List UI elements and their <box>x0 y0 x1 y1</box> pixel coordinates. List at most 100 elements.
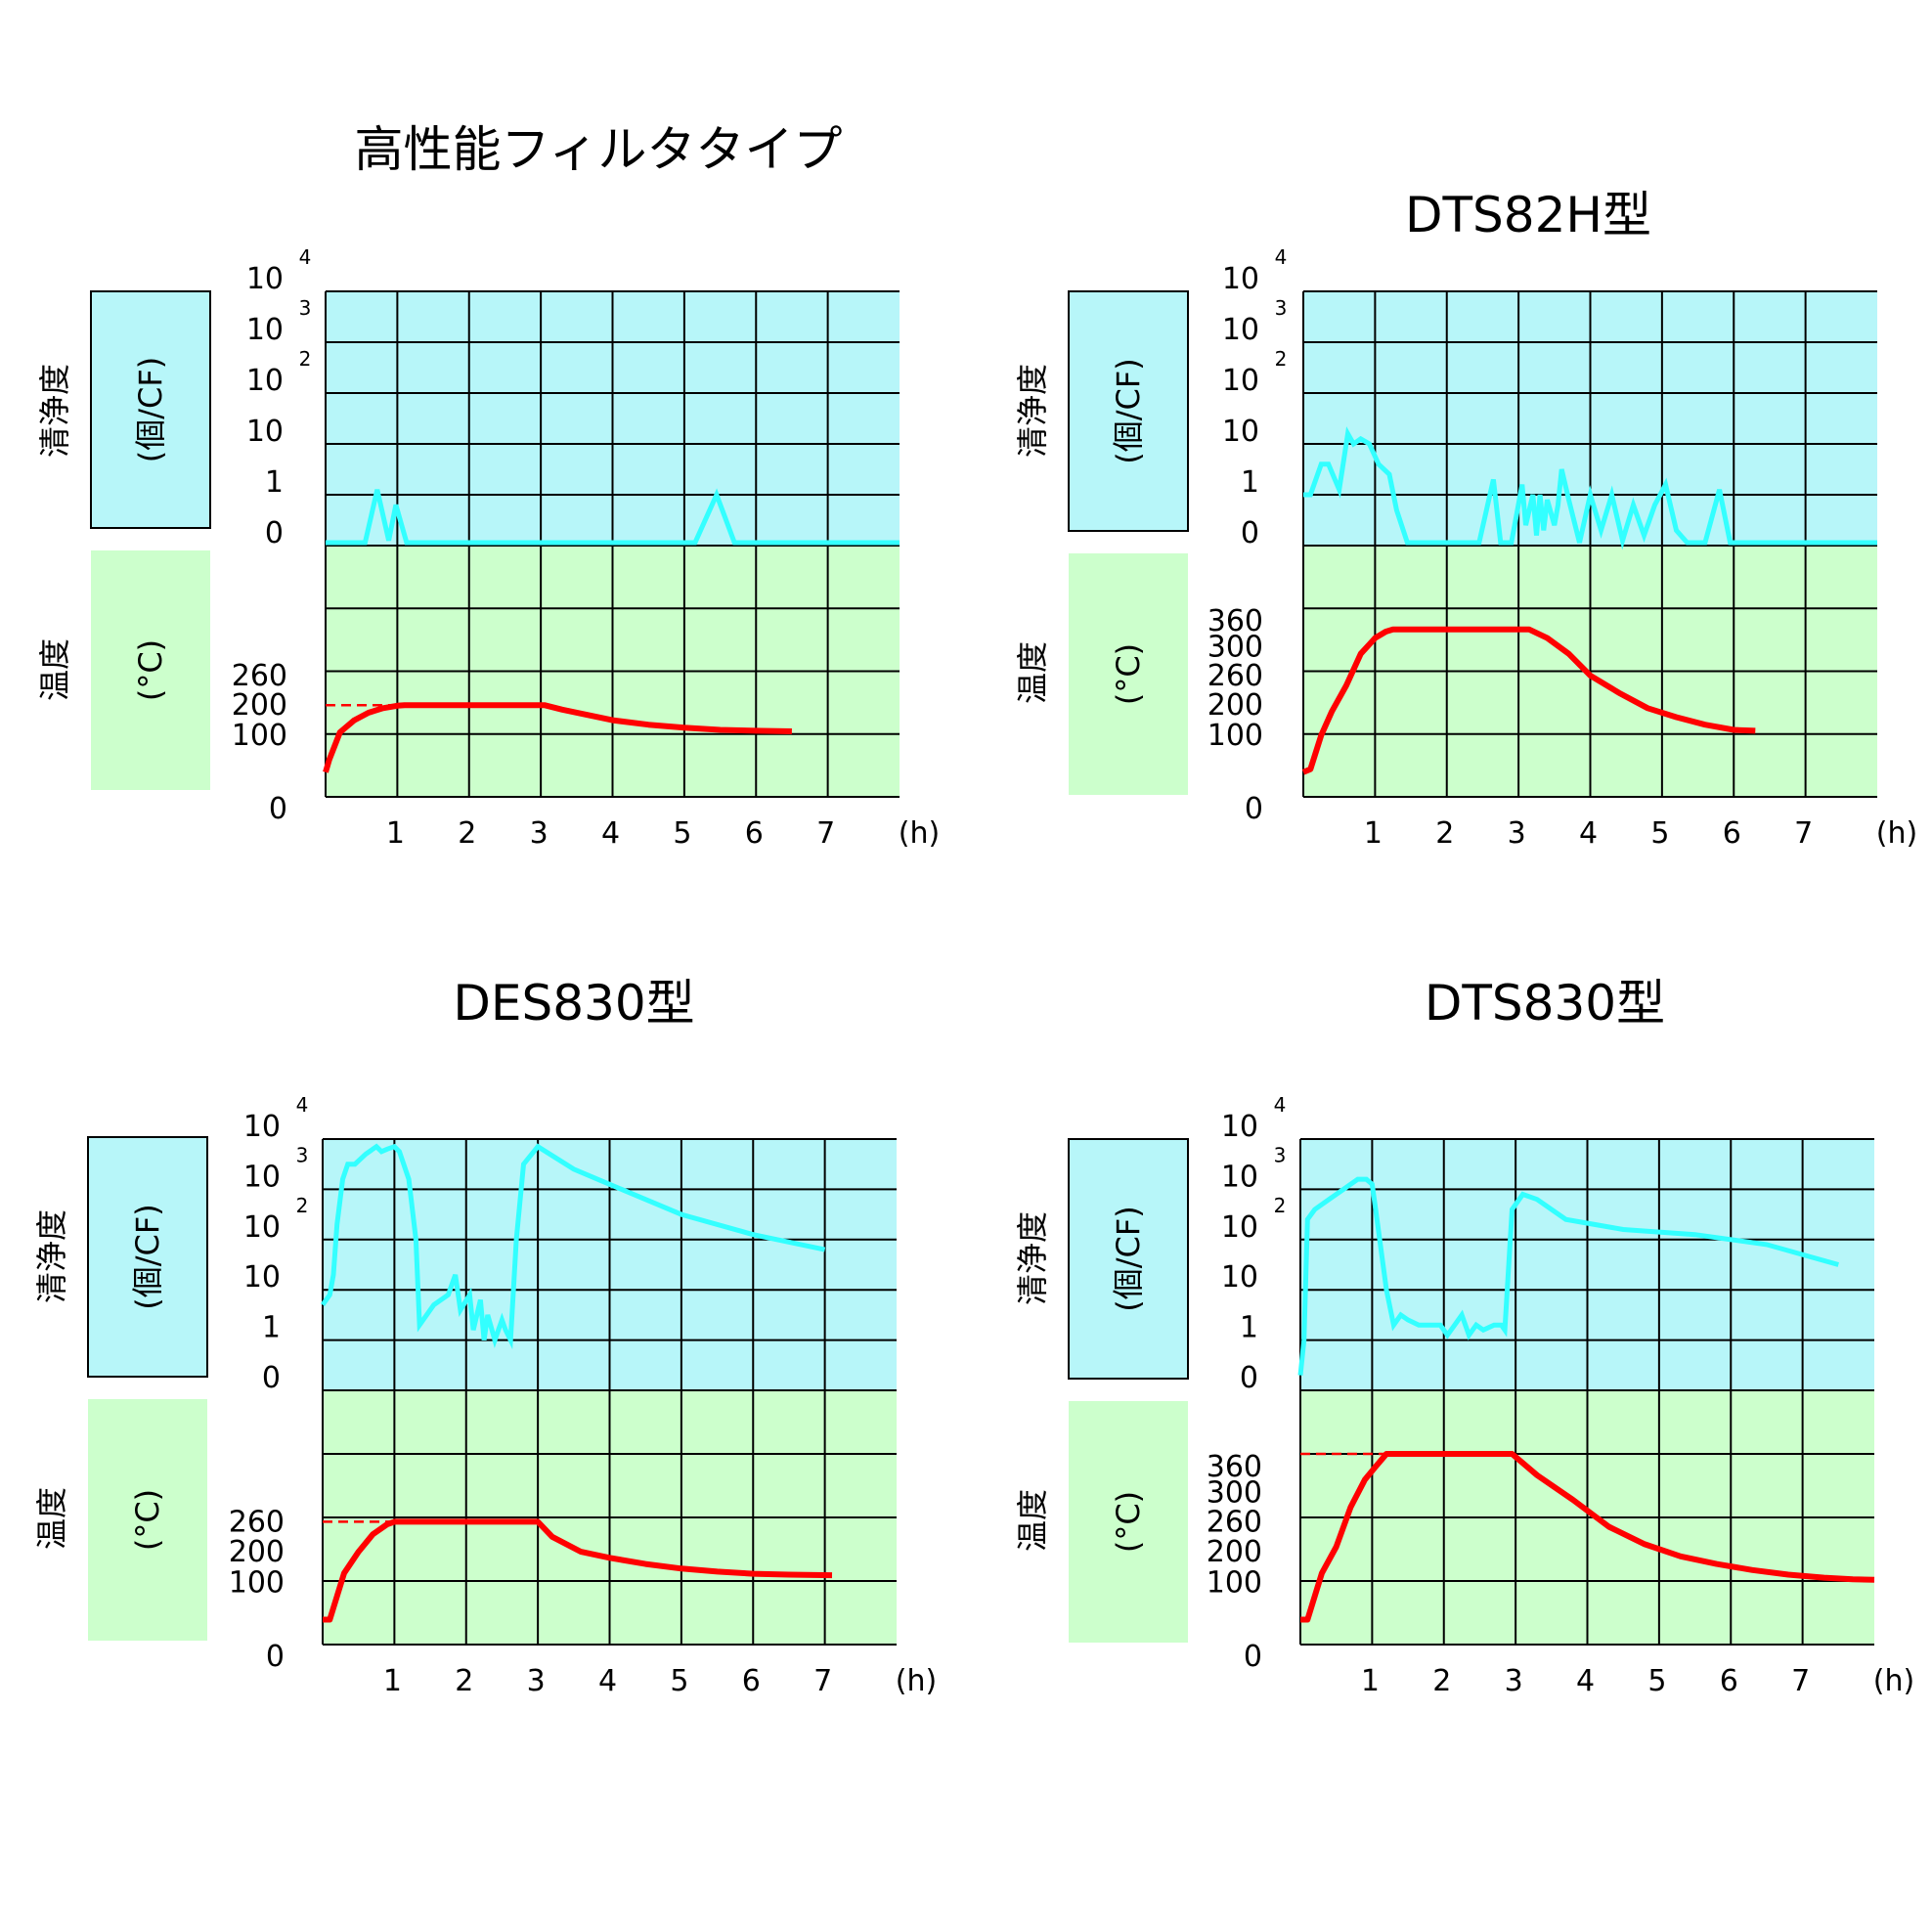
x-tick-label: 3 <box>1508 816 1526 851</box>
cleanliness-tick-exponent: 3 <box>296 1143 309 1166</box>
temperature-tick-label: 260 <box>229 1505 285 1539</box>
cleanliness-tick-exponent: 3 <box>1275 296 1288 320</box>
chart-panel-2: DTS82H型(個/CF)(°C)清浄度温度011010210310401002… <box>1014 187 1917 851</box>
temperature-tick-label: 0 <box>1244 1640 1262 1674</box>
temperature-unit-box <box>1069 1401 1188 1643</box>
temperature-series-line <box>1300 1451 1875 1623</box>
temperature-unit-box <box>91 550 210 790</box>
temperature-unit-label: (°C) <box>1110 643 1147 705</box>
chart-panel-4: DTS830型(個/CF)(°C)清浄度温度011010210310401002… <box>1014 975 1914 1698</box>
cleanliness-tick-label: 10 <box>1221 1160 1258 1194</box>
cleanliness-tick-label: 10 <box>246 262 284 296</box>
cleanliness-axis-label: 清浄度 <box>33 1209 70 1303</box>
chart-title: DES830型 <box>453 975 694 1032</box>
temperature-tick-label: 260 <box>232 659 287 693</box>
x-tick-label: 2 <box>1435 816 1454 851</box>
cleanliness-tick-label: 10 <box>1222 364 1259 398</box>
temperature-tick-label: 200 <box>1208 688 1263 723</box>
cleanliness-tick-label: 1 <box>262 1311 281 1345</box>
x-tick-label: 5 <box>673 816 691 851</box>
cleanliness-tick-label: 10 <box>1222 415 1259 449</box>
temperature-series-line <box>323 1518 833 1623</box>
temperature-tick-label: 0 <box>1245 792 1263 826</box>
x-tick-label: 7 <box>813 1664 832 1698</box>
x-tick-label: 3 <box>527 1664 546 1698</box>
cleanliness-tick-label: 10 <box>246 415 284 449</box>
temperature-tick-label: 300 <box>1208 630 1263 664</box>
cleanliness-axis-label: 清浄度 <box>1014 364 1051 458</box>
cleanliness-tick-label: 0 <box>1241 516 1259 550</box>
x-tick-label: 7 <box>1791 1664 1810 1698</box>
cleanliness-tick-label: 10 <box>1221 1260 1258 1295</box>
cleanliness-unit-box <box>1068 290 1189 532</box>
temperature-tick-label: 100 <box>1208 719 1263 753</box>
x-tick-label: 1 <box>1364 816 1383 851</box>
x-tick-label: 6 <box>742 1664 761 1698</box>
x-tick-label: 2 <box>455 1664 473 1698</box>
cleanliness-tick-label: 0 <box>262 1361 281 1395</box>
x-tick-label: 7 <box>816 816 835 851</box>
cleanliness-tick-label: 1 <box>1241 465 1259 500</box>
cleanliness-tick-label: 10 <box>246 364 284 398</box>
cleanliness-axis-label: 清浄度 <box>1014 1211 1051 1305</box>
cleanliness-tick-label: 0 <box>265 516 284 550</box>
x-tick-label: 5 <box>1647 1664 1666 1698</box>
temperature-unit-box <box>88 1399 207 1641</box>
x-tick-label: 1 <box>386 816 405 851</box>
cleanliness-tick-label: 10 <box>243 1110 281 1144</box>
temperature-tick-label: 360 <box>1208 604 1263 638</box>
temperature-unit-label: (°C) <box>1110 1491 1147 1553</box>
cleanliness-tick-label: 10 <box>1222 262 1259 296</box>
temperature-tick-label: 0 <box>266 1640 285 1674</box>
x-tick-label: 6 <box>745 816 764 851</box>
cleanliness-tick-exponent: 3 <box>1274 1143 1287 1166</box>
temperature-series-line <box>1301 626 1756 775</box>
temperature-tick-label: 200 <box>232 688 287 723</box>
x-tick-label: 5 <box>670 1664 688 1698</box>
x-unit-label: (h) <box>1873 1664 1914 1698</box>
temperature-axis-label: 温度 <box>33 1487 70 1550</box>
temperature-series-line <box>323 702 792 773</box>
cleanliness-tick-label: 1 <box>1240 1311 1258 1345</box>
x-tick-label: 2 <box>458 816 476 851</box>
cleanliness-unit-label: (個/CF) <box>132 357 169 463</box>
cleanliness-tick-exponent: 4 <box>296 1093 309 1117</box>
cleanliness-tick-label: 1 <box>265 465 284 500</box>
chart-panel-3: DES830型(個/CF)(°C)清浄度温度011010210310401002… <box>33 975 937 1698</box>
cleanliness-tick-label: 10 <box>243 1210 281 1245</box>
cleanliness-tick-exponent: 2 <box>1275 347 1288 371</box>
cleanliness-unit-label: (個/CF) <box>1110 358 1147 464</box>
cleanliness-tick-label: 0 <box>1240 1361 1258 1395</box>
x-tick-label: 4 <box>601 816 620 851</box>
cleanliness-unit-box <box>1068 1138 1189 1380</box>
grid <box>322 1138 897 1646</box>
temperature-tick-label: 100 <box>229 1565 285 1600</box>
x-unit-label: (h) <box>896 1664 937 1698</box>
x-tick-label: 1 <box>383 1664 402 1698</box>
x-tick-label: 4 <box>598 1664 617 1698</box>
cleanliness-tick-label: 10 <box>243 1260 281 1295</box>
cleanliness-tick-exponent: 4 <box>1275 245 1288 269</box>
temperature-tick-label: 0 <box>269 792 287 826</box>
cleanliness-tick-exponent: 4 <box>299 245 312 269</box>
temperature-tick-label: 100 <box>1207 1565 1262 1600</box>
temperature-unit-label: (°C) <box>129 1489 166 1551</box>
x-tick-label: 4 <box>1576 1664 1595 1698</box>
x-tick-label: 6 <box>1723 816 1741 851</box>
temperature-tick-label: 260 <box>1207 1505 1262 1539</box>
cleanliness-tick-label: 10 <box>1222 313 1259 347</box>
chart-title: DTS830型 <box>1425 975 1665 1032</box>
cleanliness-tick-exponent: 4 <box>1274 1093 1287 1117</box>
temperature-axis-label: 温度 <box>36 638 73 701</box>
cleanliness-unit-box <box>87 1136 208 1378</box>
temperature-tick-label: 260 <box>1208 659 1263 693</box>
x-tick-label: 3 <box>1505 1664 1523 1698</box>
temperature-tick-label: 100 <box>232 719 287 753</box>
cleanliness-unit-label: (個/CF) <box>1110 1206 1147 1312</box>
cleanliness-tick-exponent: 2 <box>1274 1194 1287 1217</box>
x-tick-label: 6 <box>1720 1664 1738 1698</box>
cleanliness-tick-label: 10 <box>1221 1210 1258 1245</box>
cleanliness-tick-exponent: 2 <box>296 1194 309 1217</box>
x-tick-label: 2 <box>1432 1664 1451 1698</box>
